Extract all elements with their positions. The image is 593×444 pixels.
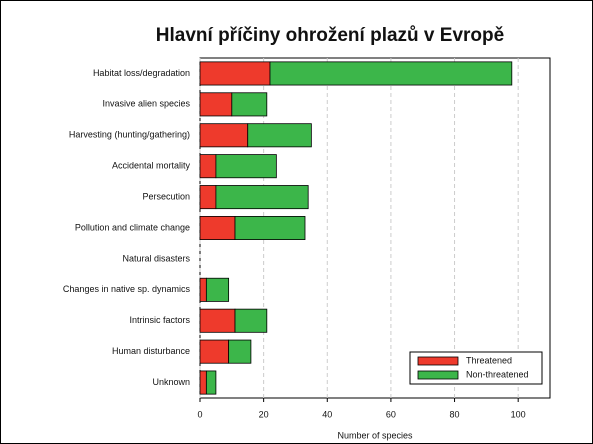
- bar: [247, 123, 312, 148]
- y-tick-label: Natural disasters: [122, 253, 190, 263]
- y-tick-label: Changes in native sp. dynamics: [63, 284, 191, 294]
- y-tick-label: Harvesting (hunting/gathering): [69, 130, 190, 140]
- bar: [199, 308, 236, 333]
- x-tick-label: 20: [259, 409, 269, 419]
- bar: [228, 339, 252, 364]
- x-axis-label: Number of species: [337, 430, 413, 440]
- x-tick-label: 80: [450, 409, 460, 419]
- y-tick-label: Persecution: [142, 191, 190, 201]
- y-tick-label: Accidental mortality: [112, 161, 191, 171]
- bar: [199, 61, 271, 86]
- bar: [205, 277, 230, 302]
- legend-swatch: [417, 370, 459, 380]
- bar: [205, 370, 217, 395]
- y-tick-label: Habitat loss/degradation: [93, 68, 190, 78]
- legend-label: Non-threatened: [466, 369, 529, 379]
- bar: [215, 185, 309, 210]
- chart-title: Hlavní příčiny ohrožení plazů v Evropě: [156, 25, 504, 46]
- bar: [215, 154, 277, 179]
- bar: [199, 277, 207, 302]
- bar: [199, 92, 233, 117]
- bar: [269, 61, 513, 86]
- bar: [199, 123, 249, 148]
- bar: [199, 216, 236, 240]
- bar: [199, 185, 217, 210]
- bar: [234, 308, 268, 333]
- y-tick-label: Unknown: [152, 377, 190, 387]
- x-tick-label: 0: [197, 409, 202, 419]
- y-tick-label: Pollution and climate change: [75, 222, 190, 232]
- x-tick-label: 60: [386, 409, 396, 419]
- y-tick-label: Human disturbance: [112, 346, 190, 356]
- legend-swatch: [417, 356, 459, 366]
- bar: [199, 370, 207, 395]
- bar: [234, 216, 306, 240]
- legend-label: Threatened: [466, 355, 512, 365]
- y-tick-label: Intrinsic factors: [129, 315, 190, 325]
- x-tick-label: 40: [322, 409, 332, 419]
- bar: [199, 154, 217, 179]
- bar: [199, 339, 230, 364]
- x-tick-label: 100: [511, 409, 526, 419]
- bar: [231, 92, 268, 117]
- y-tick-label: Invasive alien species: [102, 99, 190, 109]
